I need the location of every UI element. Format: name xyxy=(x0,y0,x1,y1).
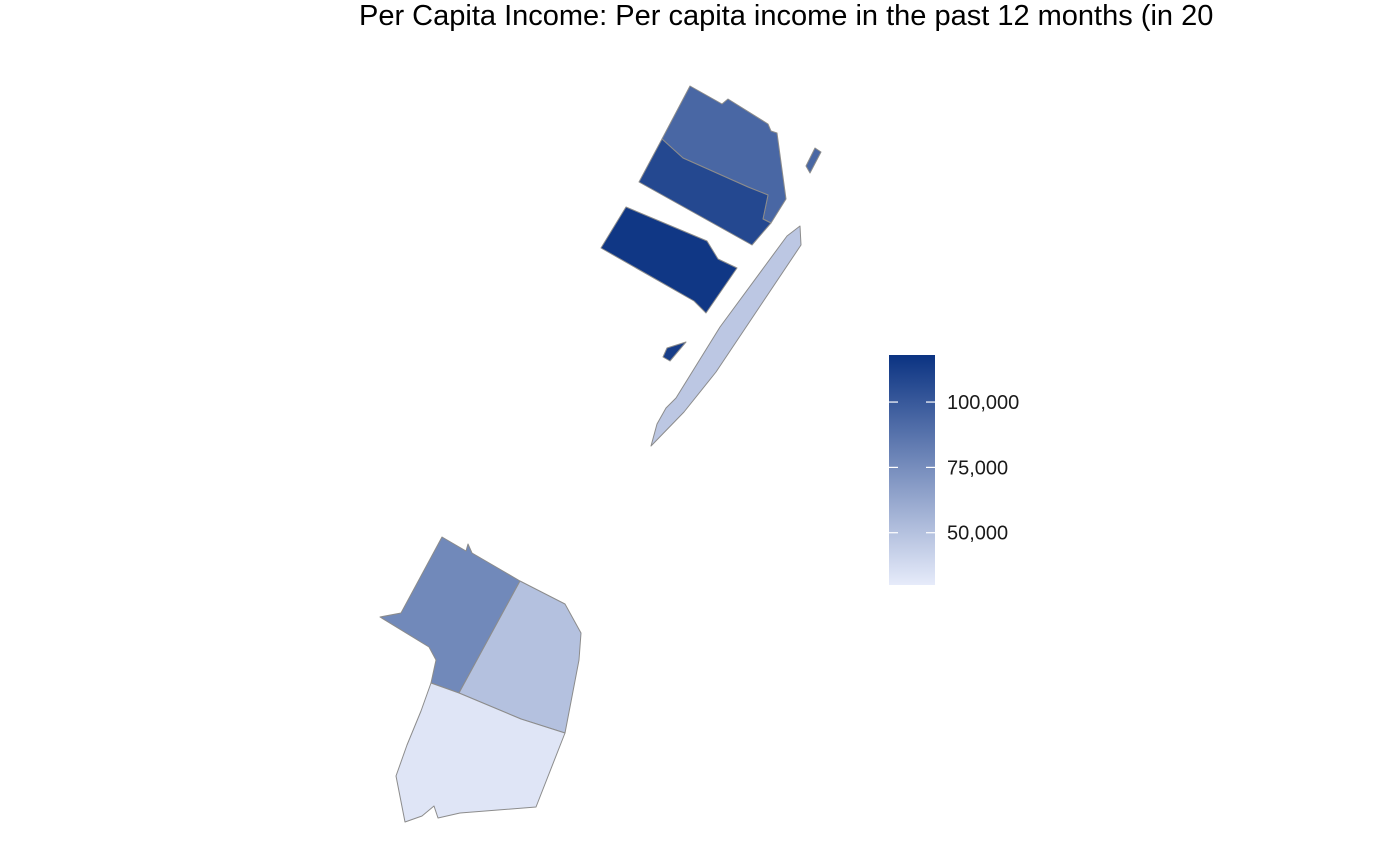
legend-tick-label: 100,000 xyxy=(947,392,1019,414)
region-north-tiny-west[interactable] xyxy=(662,341,687,362)
legend-colorbar xyxy=(889,355,935,585)
legend: 100,000 75,000 50,000 xyxy=(889,355,1019,585)
region-north-tiny-east[interactable] xyxy=(805,147,822,174)
region-south-south[interactable] xyxy=(395,682,566,823)
map-regions xyxy=(379,85,822,823)
legend-tick-label: 75,000 xyxy=(947,457,1008,479)
legend-ticks: 100,000 75,000 50,000 xyxy=(889,392,1019,545)
region-north-bottom[interactable] xyxy=(600,206,738,314)
region-north-strip[interactable] xyxy=(650,225,802,447)
region-north-middle[interactable] xyxy=(638,138,772,246)
legend-tick-label: 50,000 xyxy=(947,523,1008,545)
chart-title: Per Capita Income: Per capita income in … xyxy=(359,0,1214,32)
